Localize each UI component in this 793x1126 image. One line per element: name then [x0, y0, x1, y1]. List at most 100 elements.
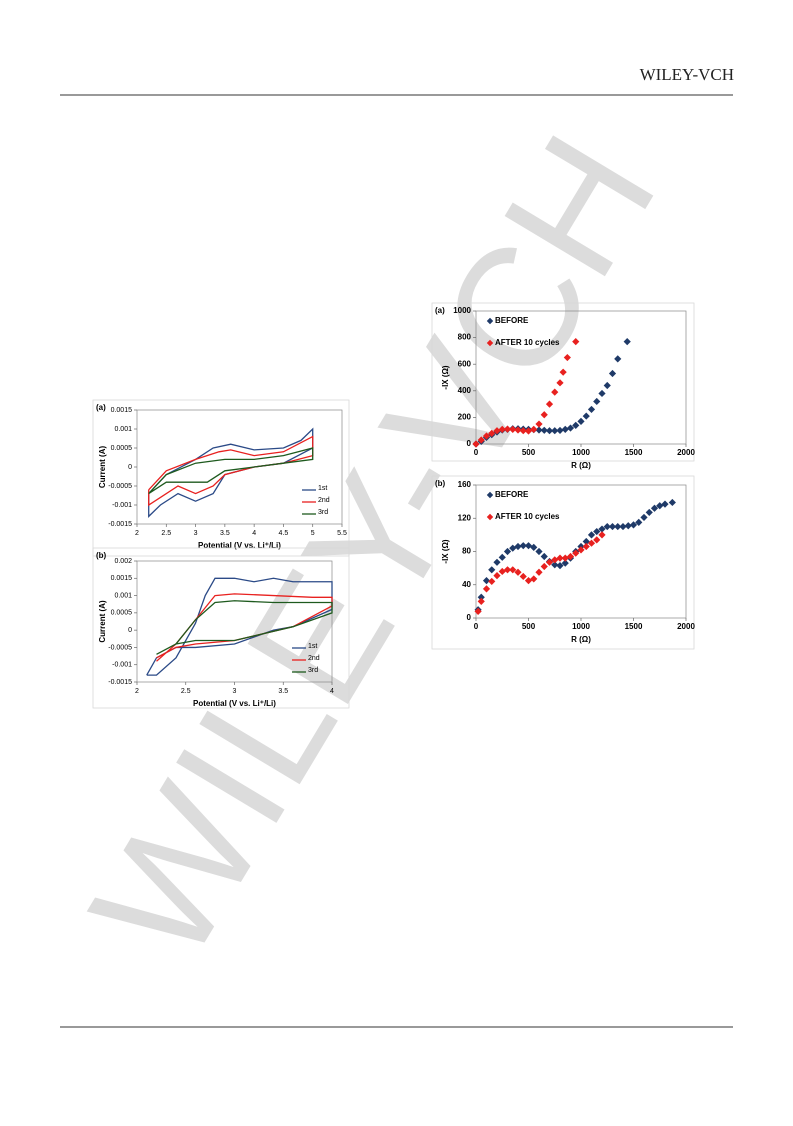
data-point: [493, 558, 501, 566]
data-point: [640, 513, 648, 522]
data-point: [503, 547, 512, 556]
data-point: [593, 536, 601, 544]
y-tick-label: 0: [128, 464, 132, 471]
x-axis-title: Potential (V vs. Li⁺/Li): [193, 699, 276, 708]
legend-label: AFTER 10 cycles: [495, 338, 560, 347]
legend-swatch: [486, 339, 494, 347]
y-tick-label: 0.001: [114, 592, 132, 599]
y-tick-label: 400: [458, 386, 472, 395]
legend-label: 2nd: [308, 655, 320, 662]
data-point: [503, 425, 512, 433]
data-point: [540, 562, 548, 571]
panel-label: (b): [96, 551, 107, 560]
data-point: [535, 420, 543, 428]
legend-label: 2nd: [318, 497, 330, 504]
data-point: [477, 593, 485, 601]
data-point: [593, 527, 601, 536]
x-tick-label: 2.5: [161, 530, 171, 537]
y-tick-label: 0: [467, 613, 472, 622]
x-tick-label: 4: [252, 530, 256, 537]
x-tick-label: 500: [522, 622, 536, 631]
data-point: [556, 554, 564, 562]
data-point: [551, 427, 559, 435]
x-tick-label: 5: [311, 530, 315, 537]
data-point: [488, 566, 496, 574]
data-point: [661, 500, 669, 508]
y-tick-label: 160: [458, 480, 472, 489]
data-point: [577, 417, 585, 425]
x-tick-label: 1000: [572, 448, 590, 457]
data-point: [566, 424, 575, 432]
y-tick-label: -0.0015: [108, 521, 132, 528]
data-point: [614, 355, 622, 363]
legend-swatch: [486, 513, 494, 521]
data-point: [482, 585, 491, 593]
x-axis-title: R (Ω): [571, 461, 591, 470]
data-point: [514, 426, 522, 434]
data-point: [603, 522, 611, 531]
data-point: [608, 369, 617, 378]
data-point: [530, 543, 538, 551]
x-tick-label: 500: [522, 448, 536, 457]
figure-frame: [92, 547, 350, 709]
data-point: [493, 427, 501, 435]
legend-swatch: [486, 491, 494, 499]
data-point: [572, 421, 580, 429]
data-point: [524, 427, 533, 435]
data-point: [509, 425, 517, 433]
legend-label: 1st: [308, 643, 317, 650]
data-point: [603, 381, 611, 390]
data-point: [635, 518, 643, 527]
data-point: [503, 566, 512, 574]
data-point: [530, 425, 538, 433]
data-point: [598, 525, 606, 533]
y-tick-label: -0.001: [112, 662, 132, 669]
y-tick-label: 40: [462, 580, 471, 589]
x-tick-label: 3: [233, 688, 237, 695]
data-point: [488, 577, 496, 586]
data-point: [545, 558, 554, 566]
data-point: [650, 504, 659, 512]
data-point: [482, 576, 491, 585]
y-tick-label: 0.001: [114, 426, 132, 433]
data-point: [498, 553, 506, 561]
y-axis-title: Current (A): [98, 600, 107, 643]
y-tick-label: 0.0015: [111, 575, 133, 582]
data-point: [582, 412, 590, 420]
legend-label: AFTER 10 cycles: [495, 512, 560, 521]
data-point: [559, 368, 567, 376]
panel-label: (b): [435, 479, 446, 488]
data-point: [556, 426, 564, 435]
x-tick-label: 1500: [625, 622, 643, 631]
y-axis-title: -IX (Ω): [441, 539, 450, 564]
data-point: [488, 429, 496, 437]
legend-label: 1st: [318, 485, 327, 492]
y-tick-label: 0.0005: [111, 610, 133, 617]
data-point: [514, 542, 522, 551]
panel-label: (a): [435, 306, 445, 315]
data-point: [551, 561, 559, 569]
data-point: [498, 567, 506, 576]
figures: (a) 2 2.5 3 3.5 4 4.5 5 5.5 -0.0015 -0.001 -0.0005 0…: [92, 302, 695, 709]
data-point: [629, 521, 638, 529]
legend-label: BEFORE: [495, 316, 529, 325]
figure-frame: [431, 302, 695, 462]
x-tick-label: 2000: [677, 622, 695, 631]
panel-label: (a): [96, 403, 106, 412]
data-point: [556, 379, 564, 387]
x-tick-label: 0: [474, 448, 479, 457]
y-tick-label: -0.0005: [108, 483, 132, 490]
data-point: [624, 522, 632, 530]
data-point: [519, 542, 527, 550]
data-point: [472, 440, 480, 448]
cv-curve: [148, 447, 314, 495]
data-point: [563, 353, 571, 362]
data-point: [519, 427, 527, 435]
y-tick-label: -0.001: [112, 502, 132, 509]
y-tick-label: 1000: [453, 306, 471, 315]
y-tick-label: 0: [128, 627, 132, 634]
y-tick-label: 80: [462, 547, 471, 556]
x-tick-label: 0: [474, 622, 479, 631]
